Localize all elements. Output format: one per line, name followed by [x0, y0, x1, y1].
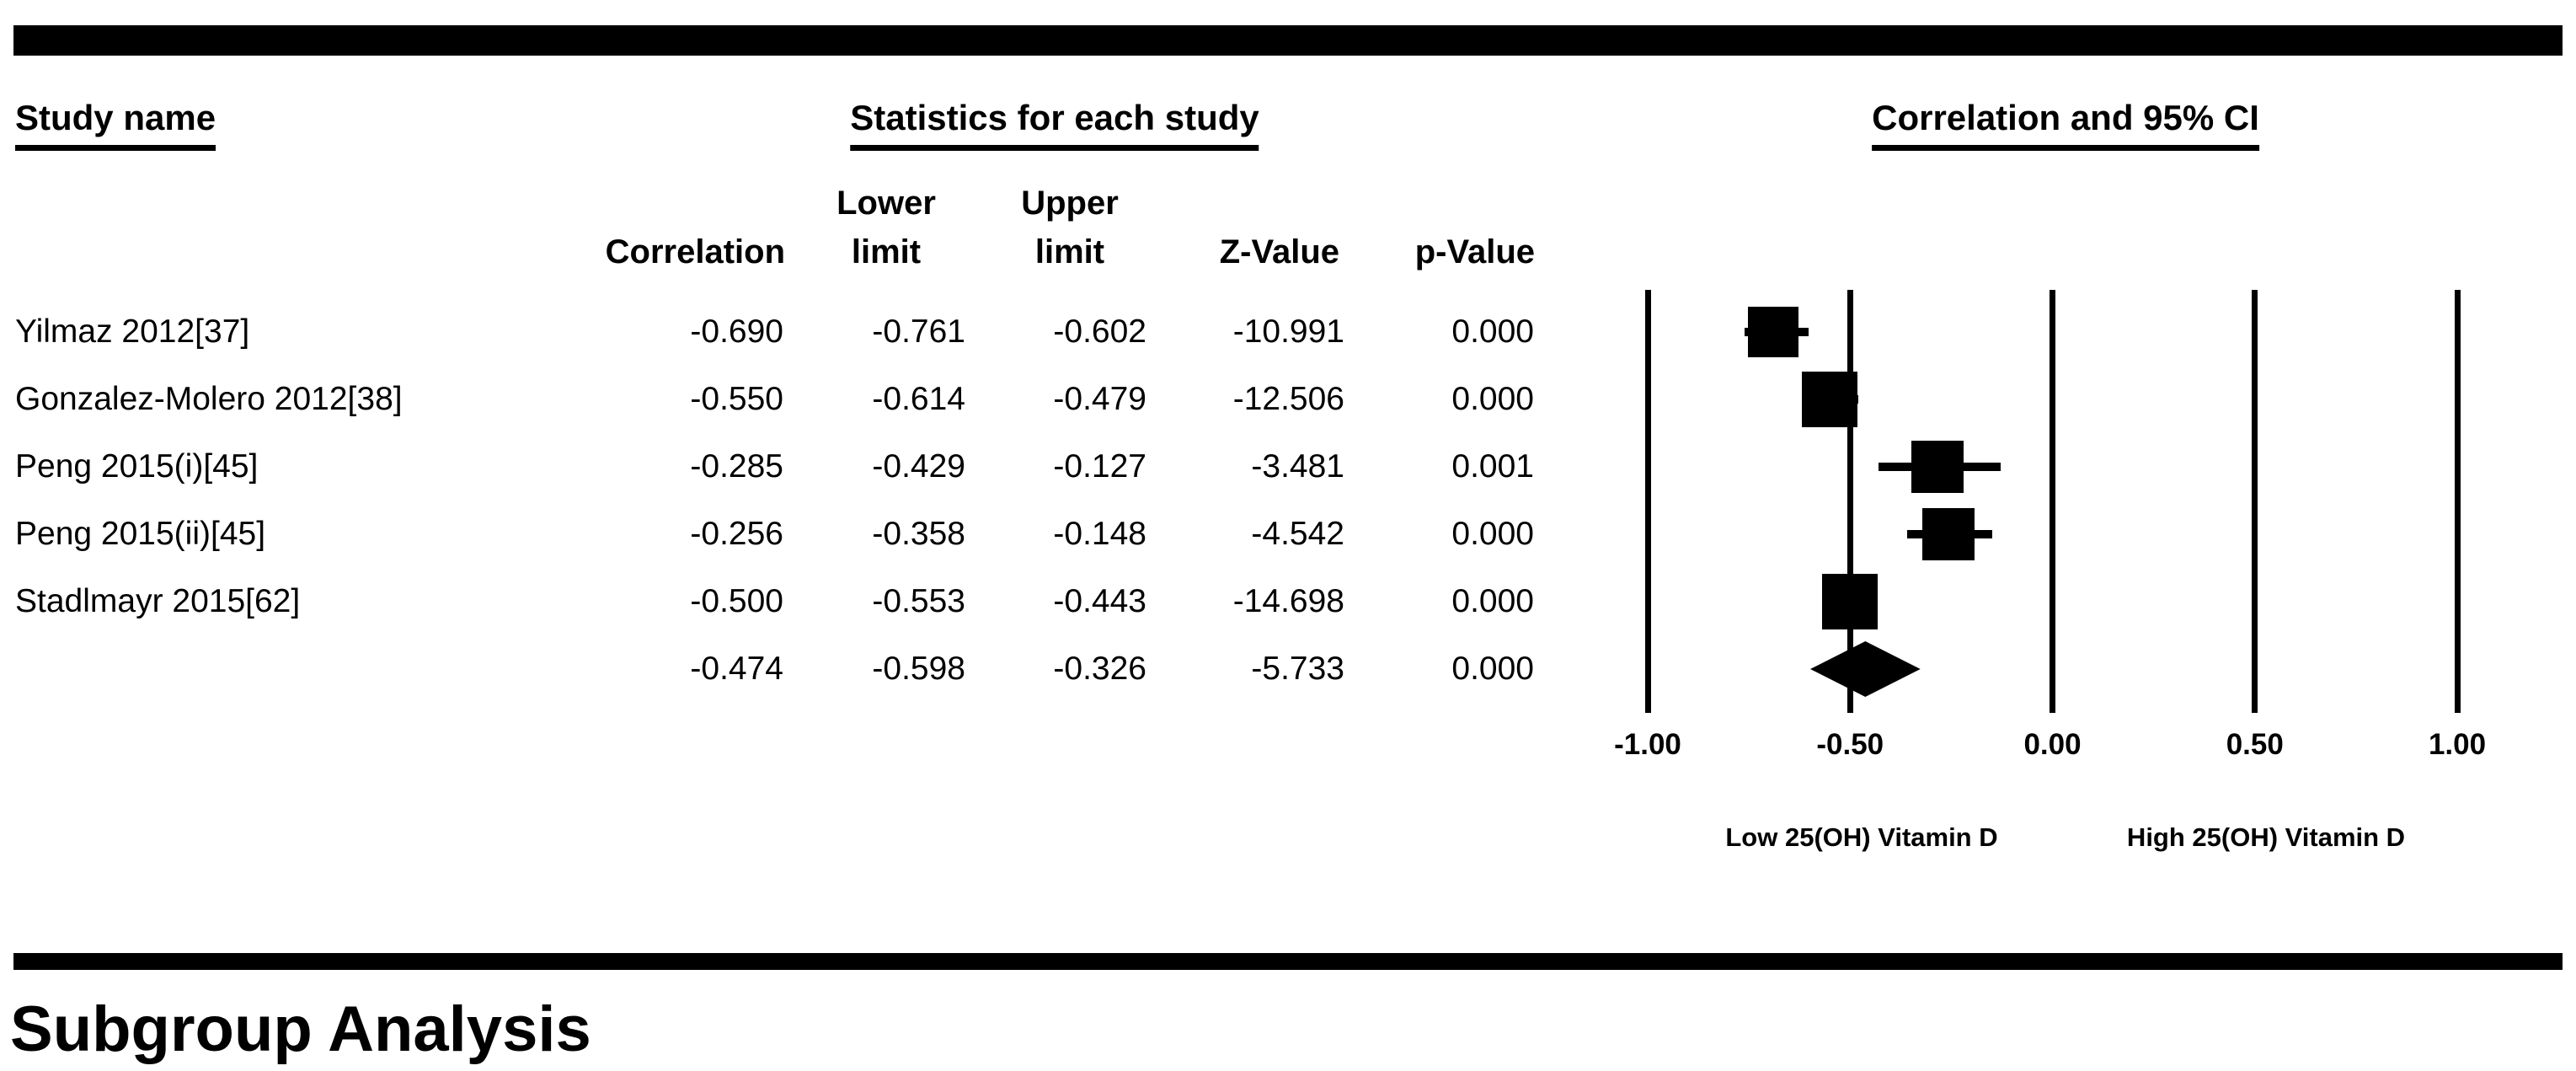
value-cell: 0.000: [1451, 651, 1534, 687]
weight-square: [1822, 574, 1879, 629]
value-cell: -5.733: [1251, 651, 1344, 687]
column-header-line1: Lower: [836, 185, 936, 222]
value-cell: -0.602: [1053, 313, 1146, 350]
value-cell: 0.000: [1451, 516, 1534, 552]
high-vitamin-d-label: High 25(OH) Vitamin D: [2126, 822, 2406, 852]
subgroup-analysis-heading: Subgroup Analysis: [10, 993, 591, 1065]
column-header: Z-Value: [1002, 179, 1339, 276]
value-cell: -0.500: [690, 583, 783, 619]
value-cell: 0.000: [1451, 381, 1534, 417]
study-column-heading: Study name: [15, 98, 216, 151]
axis-tick-label: 0.00: [2023, 728, 2082, 761]
stats-section-heading: Statistics for each study: [850, 98, 1259, 151]
axis-tick-label: -1.00: [1614, 728, 1681, 761]
column-header-line2: limit: [851, 233, 922, 270]
study-name-cell: Stadlmayr 2015[62]: [15, 583, 301, 619]
value-cell: -0.429: [872, 448, 965, 485]
column-header-line2: Z-Value: [1219, 233, 1339, 270]
summary-diamond: [1810, 641, 1921, 697]
bottom-rule: [13, 953, 2563, 970]
study-name-cell: Yilmaz 2012[37]: [15, 313, 250, 350]
study-name-cell: Peng 2015(ii)[45]: [15, 516, 266, 552]
value-cell: -0.474: [690, 651, 783, 687]
value-cell: -0.550: [690, 381, 783, 417]
value-cell: -0.690: [690, 313, 783, 350]
value-cell: -0.761: [872, 313, 965, 350]
value-cell: -10.991: [1232, 313, 1344, 350]
axis-tick-label: 0.50: [2226, 728, 2284, 761]
value-cell: -3.481: [1251, 448, 1344, 485]
value-cell: -0.553: [872, 583, 965, 619]
value-cell: 0.000: [1451, 313, 1534, 350]
value-cell: -0.614: [872, 381, 965, 417]
weight-square: [1911, 441, 1964, 493]
value-cell: 0.001: [1451, 448, 1534, 485]
value-cell: -12.506: [1232, 381, 1344, 417]
study-name-cell: Gonzalez-Molero 2012[38]: [15, 381, 403, 417]
value-cell: -0.127: [1053, 448, 1146, 485]
axis-gridline: [1846, 290, 1853, 713]
value-cell: -0.326: [1053, 651, 1146, 687]
column-header: Lower limit: [718, 179, 1055, 276]
value-cell: -0.358: [872, 516, 965, 552]
value-cell: 0.000: [1451, 583, 1534, 619]
top-rule: [13, 25, 2563, 56]
study-column-heading-text: Study name: [15, 98, 216, 151]
stats-section-heading-text: Statistics for each study: [850, 98, 1259, 151]
column-header: p-Value: [1198, 179, 1535, 276]
value-cell: -14.698: [1232, 583, 1344, 619]
plot-section-heading-text: Correlation and 95% CI: [1872, 98, 2259, 151]
column-header-line2: limit: [1034, 233, 1105, 270]
value-cell: -0.285: [690, 448, 783, 485]
axis-gridline: [2454, 290, 2461, 713]
column-header: Upper limit: [901, 179, 1238, 276]
weight-square: [1922, 508, 1975, 560]
weight-square: [1747, 307, 1798, 357]
column-header-line1: [1198, 179, 1535, 228]
value-cell: -0.443: [1053, 583, 1146, 619]
value-cell: -0.479: [1053, 381, 1146, 417]
axis-gridline: [2050, 290, 2055, 713]
axis-tick-label: 1.00: [2428, 728, 2487, 761]
low-vitamin-d-label: Low 25(OH) Vitamin D: [1725, 822, 1998, 852]
axis-gridline: [2252, 290, 2258, 713]
column-header-line2: Correlation: [605, 233, 785, 270]
axis-tick-label: -0.50: [1816, 728, 1884, 761]
plot-section-heading: Correlation and 95% CI: [1872, 98, 2259, 151]
weight-square: [1802, 372, 1858, 427]
column-header: Correlation: [448, 179, 785, 276]
value-cell: -0.256: [690, 516, 783, 552]
value-cell: -4.542: [1251, 516, 1344, 552]
value-cell: -0.598: [872, 651, 965, 687]
column-header-line1: Upper: [1021, 185, 1119, 222]
axis-gridline: [1644, 290, 1651, 713]
column-header-line2: p-Value: [1414, 233, 1535, 270]
value-cell: -0.148: [1053, 516, 1146, 552]
study-name-cell: Peng 2015(i)[45]: [15, 448, 259, 485]
